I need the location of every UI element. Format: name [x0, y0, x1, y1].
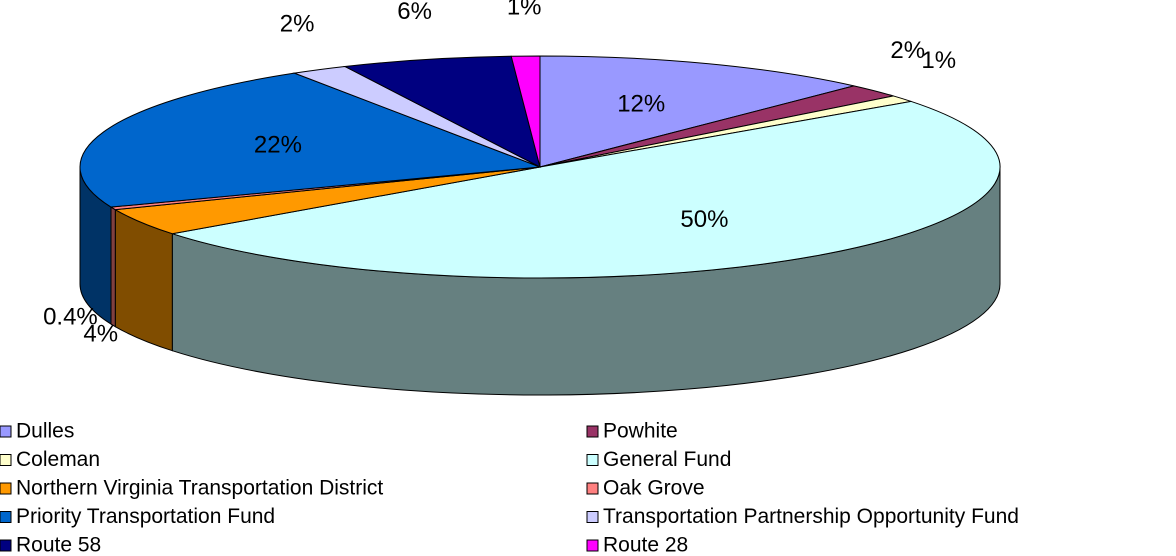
- data-label: 2%: [890, 37, 925, 64]
- data-label: 0.4%: [43, 303, 98, 330]
- legend-swatch: [586, 539, 599, 552]
- data-label: 1%: [921, 47, 956, 74]
- pie-wall: [110, 206, 116, 328]
- legend-label: Powhite: [603, 420, 678, 443]
- data-label: 1%: [507, 0, 542, 21]
- data-labels: 12%2%1%50%4%0.4%22%2% 6% 1%: [43, 0, 956, 348]
- legend-label: General Fund: [603, 448, 731, 471]
- legend-swatch: [0, 425, 12, 438]
- data-label: 22%: [254, 131, 302, 158]
- legend-label: Route 28: [603, 534, 688, 556]
- data-label: 2%: [280, 11, 315, 38]
- legend-swatch: [586, 511, 599, 523]
- data-label: 4%: [83, 321, 118, 348]
- legend: Dulles Powhite Coleman General Fund Northern…: [0, 420, 1019, 556]
- legend-label: Priority Transportation Fund: [16, 505, 275, 528]
- pie-tops: [79, 55, 1001, 279]
- data-label: 6%: [397, 0, 432, 25]
- legend-swatch: [0, 539, 12, 552]
- legend-swatch: [0, 511, 12, 523]
- legend-label: Oak Grove: [603, 477, 705, 500]
- pie-walls: [79, 166, 1001, 396]
- legend-label: Coleman: [16, 448, 100, 471]
- legend-label: Northern Virginia Transportation Distric…: [16, 477, 383, 500]
- pie-slice: [343, 55, 541, 168]
- pie-slice: [172, 100, 1001, 279]
- legend-swatch: [0, 482, 12, 495]
- data-label: 50%: [680, 206, 728, 233]
- data-label: 12%: [617, 90, 665, 117]
- pie-slice: [79, 72, 541, 208]
- legend-swatch: [586, 454, 599, 466]
- legend-label: Route 58: [16, 534, 101, 556]
- legend-label: Transportation Partnership Opportunity F…: [603, 505, 1019, 528]
- legend-label: Dulles: [16, 420, 74, 443]
- legend-swatch: [0, 454, 12, 466]
- pie-slice: [539, 55, 855, 168]
- legend-swatch: [586, 425, 599, 438]
- legend-swatch: [586, 482, 599, 495]
- pie-slice: [510, 55, 541, 168]
